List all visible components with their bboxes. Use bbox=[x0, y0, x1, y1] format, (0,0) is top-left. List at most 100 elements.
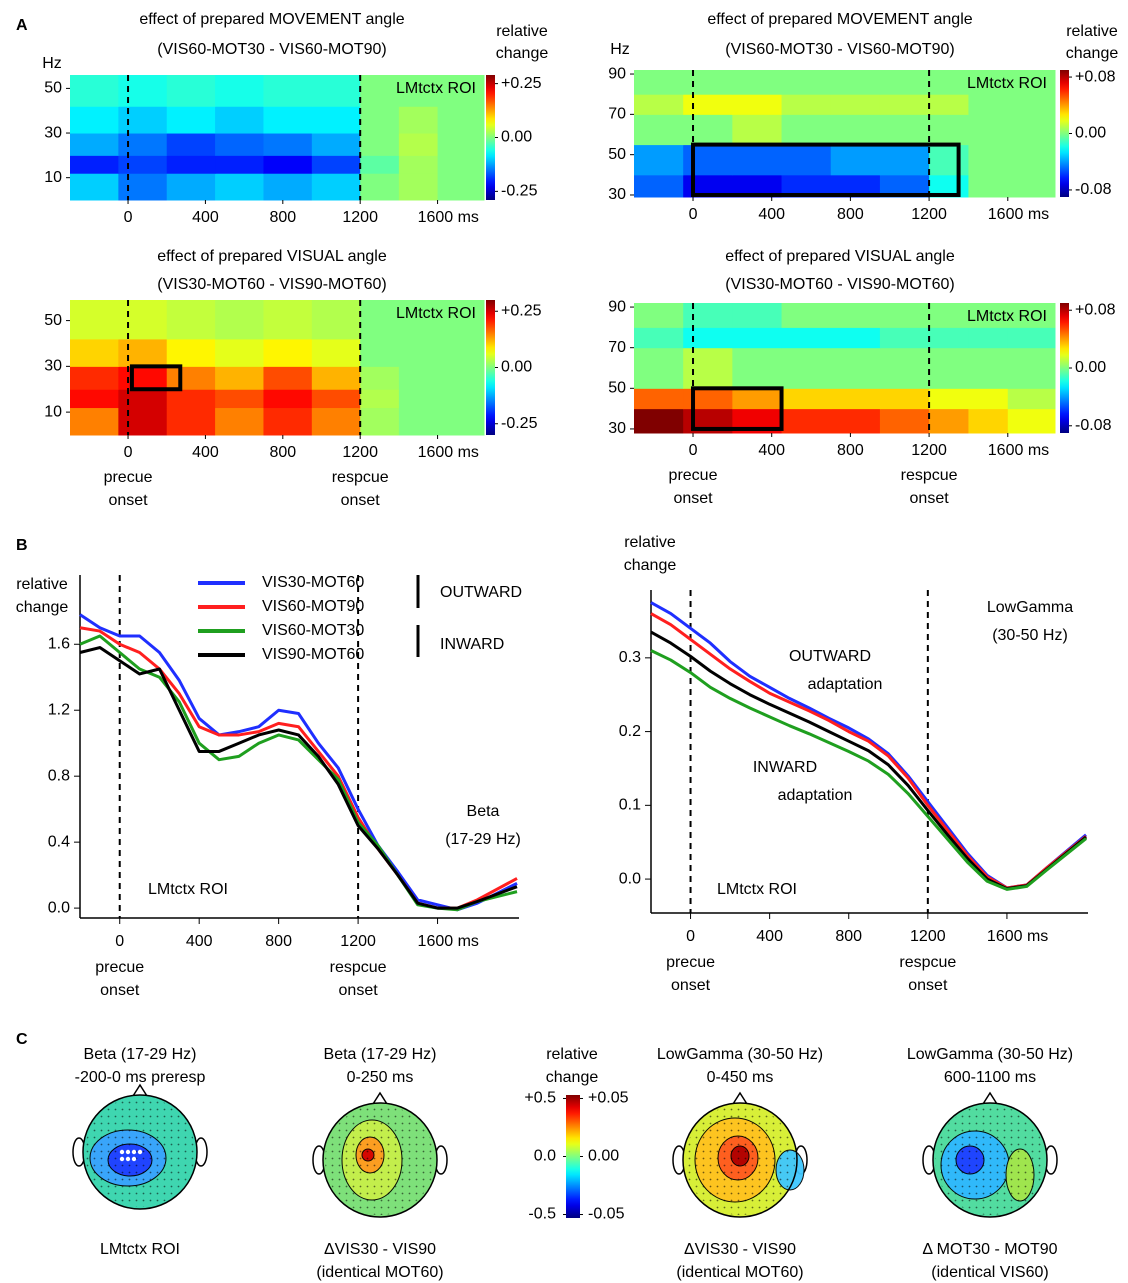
heat-cell bbox=[968, 388, 1009, 410]
event-label: onset bbox=[908, 977, 948, 994]
series-line bbox=[79, 646, 518, 910]
x-tick-label: 400 bbox=[756, 928, 783, 945]
topomap-nose bbox=[982, 1091, 998, 1105]
roi-box bbox=[129, 364, 183, 392]
heat-cell bbox=[1007, 408, 1056, 434]
heat-cell bbox=[830, 303, 881, 328]
heat-cell bbox=[360, 75, 400, 107]
y-tick-label: 0.2 bbox=[619, 723, 641, 740]
chart-subtitle: (VIS60-MOT30 - VIS60-MOT90) bbox=[157, 41, 386, 58]
annotation: LMtctx ROI bbox=[967, 75, 1047, 92]
heat-cell bbox=[968, 70, 1009, 95]
heat-cell bbox=[781, 388, 832, 410]
heat-cell bbox=[263, 338, 313, 367]
heat-cell bbox=[311, 133, 361, 156]
y-axis-label: relative bbox=[16, 576, 68, 593]
colorbar-label: relative bbox=[496, 23, 548, 40]
event-label: respcue bbox=[899, 954, 956, 971]
heat-cell bbox=[398, 407, 439, 436]
heat-cell bbox=[118, 366, 168, 390]
heat-cell bbox=[360, 173, 400, 201]
event-label: onset bbox=[671, 977, 711, 994]
topomap-title: 0-250 ms bbox=[347, 1069, 414, 1086]
heat-cell bbox=[830, 94, 881, 115]
heat-cell bbox=[781, 94, 832, 115]
y-tick-label: 30 bbox=[608, 420, 626, 437]
heat-cell bbox=[70, 155, 119, 174]
y-tick-label: 30 bbox=[608, 186, 626, 203]
event-label: respcue bbox=[330, 959, 387, 976]
y-tick-label: 0.1 bbox=[619, 797, 641, 814]
topomap-nose bbox=[732, 1091, 748, 1105]
topomap-nose bbox=[132, 1083, 148, 1097]
topomap-caption: (identical MOT60) bbox=[676, 1264, 803, 1281]
topomap-electrodes bbox=[935, 1105, 1045, 1215]
x-tick-label: 0 bbox=[115, 933, 124, 950]
heat-cell bbox=[360, 300, 400, 340]
heat-cell bbox=[1007, 347, 1056, 389]
x-tick-label: 1200 bbox=[342, 444, 378, 461]
heat-cell bbox=[634, 114, 684, 146]
heat-cell bbox=[437, 75, 485, 107]
colorbar-title: change bbox=[546, 1069, 599, 1086]
topomap-caption: ΔVIS30 - VIS90 bbox=[324, 1241, 436, 1258]
y-tick-label: 90 bbox=[608, 298, 626, 315]
topomap-title: Beta (17-29 Hz) bbox=[324, 1046, 437, 1063]
heat-cell bbox=[1007, 94, 1056, 115]
heat-cell bbox=[311, 173, 361, 201]
y-tick-label: 10 bbox=[44, 169, 62, 186]
colorbar-tick-label: +0.25 bbox=[501, 75, 542, 92]
heat-cell bbox=[968, 94, 1009, 115]
colorbar-tick-label: 0.00 bbox=[1075, 125, 1106, 142]
y-tick-label: 50 bbox=[608, 146, 626, 163]
heat-cell bbox=[118, 300, 168, 340]
heat-cell bbox=[263, 173, 313, 201]
heat-cell bbox=[830, 388, 881, 410]
heat-cell bbox=[879, 347, 930, 389]
colorbar-tick-label: 0.0 bbox=[534, 1148, 556, 1165]
heat-cell bbox=[879, 388, 930, 410]
y-axis-label: relative bbox=[624, 534, 676, 551]
event-label: onset bbox=[108, 492, 148, 509]
heat-cell bbox=[830, 70, 881, 95]
colorbar-tick-label: +0.25 bbox=[501, 302, 542, 319]
heat-cell bbox=[830, 174, 881, 198]
heat-cell bbox=[732, 94, 783, 115]
chart-title: effect of prepared MOVEMENT angle bbox=[139, 11, 404, 28]
y-tick-label: 50 bbox=[44, 80, 62, 97]
annotation: LowGamma bbox=[987, 599, 1073, 616]
annotation: adaptation bbox=[808, 676, 883, 693]
heat-cell bbox=[830, 327, 881, 349]
heat-cell bbox=[437, 389, 485, 409]
heat-cell bbox=[683, 144, 733, 176]
event-label: onset bbox=[339, 982, 379, 999]
annotation: OUTWARD bbox=[789, 648, 871, 665]
heat-cell bbox=[634, 347, 684, 389]
x-tick-label: 800 bbox=[837, 442, 864, 459]
chart-title: effect of prepared MOVEMENT angle bbox=[707, 11, 972, 28]
heat-cell bbox=[118, 75, 168, 107]
heat-cell bbox=[70, 366, 119, 390]
y-tick-label: 90 bbox=[608, 65, 626, 82]
series-line bbox=[79, 613, 518, 912]
heat-cell bbox=[1007, 388, 1056, 410]
legend-label: VIS60-MOT90 bbox=[262, 598, 364, 615]
heat-cell bbox=[879, 144, 930, 176]
roi-electrode bbox=[119, 1156, 125, 1162]
heat-cell bbox=[118, 389, 168, 409]
x-tick-label: 1600 ms bbox=[418, 444, 479, 461]
annotation: LMtctx ROI bbox=[717, 881, 797, 898]
heat-cell bbox=[360, 338, 400, 367]
heat-cell bbox=[732, 114, 783, 146]
heat-cell bbox=[781, 144, 832, 176]
heat-cell bbox=[968, 347, 1009, 389]
heat-cell bbox=[1007, 327, 1056, 349]
event-label: onset bbox=[341, 492, 381, 509]
heat-cell bbox=[118, 173, 168, 201]
heat-cell bbox=[683, 70, 733, 95]
y-tick-label: 0.3 bbox=[619, 649, 641, 666]
heat-cell bbox=[70, 133, 119, 156]
heat-cell bbox=[70, 173, 119, 201]
heat-cell bbox=[732, 144, 783, 176]
